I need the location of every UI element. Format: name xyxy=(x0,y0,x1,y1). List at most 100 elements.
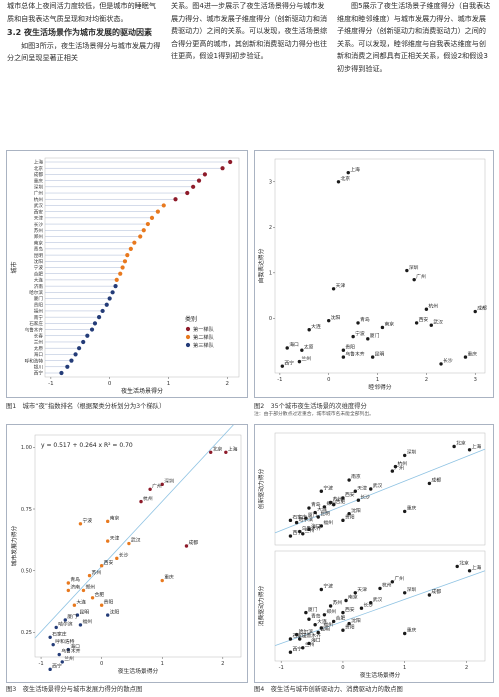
city-tick-label: 济南 xyxy=(34,283,44,290)
point-label: 苏州 xyxy=(333,599,343,606)
fit-line xyxy=(274,448,486,534)
x-tick-label: 0 xyxy=(100,661,103,667)
data-point xyxy=(81,339,86,345)
city-tick-label: 长沙 xyxy=(34,221,44,228)
data-point xyxy=(313,510,317,515)
plot-area xyxy=(274,432,486,546)
data-point xyxy=(161,203,166,208)
data-point xyxy=(149,215,155,220)
point-label: 天津 xyxy=(336,282,346,289)
figure-1-caption: 图1 城市“夜”指数排名（根据聚类分析划分为3个梯队） xyxy=(6,403,166,410)
y-tick-label: 1 xyxy=(269,271,272,277)
data-point xyxy=(107,296,112,301)
data-point xyxy=(297,359,302,364)
data-point xyxy=(65,364,70,369)
data-point xyxy=(414,321,419,325)
data-point xyxy=(322,613,327,617)
data-point xyxy=(185,190,190,196)
x-tick-label: 1 xyxy=(403,665,406,671)
data-point xyxy=(327,318,331,323)
data-point xyxy=(366,337,370,341)
point-label: 大连 xyxy=(317,506,327,513)
point-label: 青岛 xyxy=(311,501,321,508)
city-tick-label: 南京 xyxy=(34,239,44,246)
y-axis-label: 自我表达得分 xyxy=(257,248,265,283)
x-tick-label: 0 xyxy=(327,377,330,383)
point-label: 成都 xyxy=(188,539,198,546)
city-tick-label: 南宁 xyxy=(34,314,44,321)
data-point xyxy=(319,524,324,528)
figure-1-panel: 上海 北京 成都 重庆 深圳 广州 杭州 武汉 西安 天津 长沙 苏州 郑州 南京 青岛 昆明 沈阳 宁波 合肥 大连… xyxy=(6,150,248,398)
fit-line xyxy=(34,416,242,639)
point-label: 昆明 xyxy=(375,351,385,357)
point-label: 海口 xyxy=(70,643,80,650)
data-point xyxy=(319,489,324,493)
data-point xyxy=(288,650,293,654)
data-point xyxy=(85,333,90,338)
data-point xyxy=(106,539,110,543)
point-label: 贵阳 xyxy=(345,514,355,521)
data-point xyxy=(473,309,477,314)
legend-marker xyxy=(185,334,191,340)
legend-label: 第二梯队 xyxy=(193,333,215,341)
data-point xyxy=(202,172,208,177)
city-tick-label: 太原 xyxy=(34,345,44,352)
data-point xyxy=(72,603,77,607)
x-tick-label: 2 xyxy=(425,377,428,383)
data-point xyxy=(467,448,472,452)
y-axis-label: 创新驱动力得分 xyxy=(257,469,265,510)
point-label: 天津 xyxy=(357,586,367,593)
point-label: 宁波 xyxy=(323,583,333,590)
point-label: 杭州 xyxy=(397,460,407,467)
point-label: 重庆 xyxy=(407,627,417,634)
point-label: 北京 xyxy=(459,560,469,567)
data-point xyxy=(347,621,351,626)
city-tick-label: 海口 xyxy=(34,351,44,358)
point-label: 深圳 xyxy=(409,264,419,271)
data-point xyxy=(347,511,351,516)
point-label: 长沙 xyxy=(360,493,370,500)
x-axis-label: 夜生活场景得分 xyxy=(118,667,159,675)
data-point xyxy=(300,348,304,352)
x-tick-label: 1 xyxy=(161,661,164,667)
data-point xyxy=(141,228,146,233)
data-point xyxy=(224,450,228,454)
point-label: 西宁 xyxy=(292,645,302,652)
data-point xyxy=(138,234,143,239)
data-point xyxy=(316,515,320,519)
data-point xyxy=(403,631,407,636)
point-label: 厦门 xyxy=(308,606,318,613)
point-label: 乌鲁木齐 xyxy=(345,350,364,357)
data-point xyxy=(393,464,398,469)
x-tick-label: 2 xyxy=(465,665,468,671)
x-tick-label: 2 xyxy=(221,661,224,667)
city-tick-label: 西安 xyxy=(34,208,44,215)
point-label: 哈尔滨 xyxy=(299,628,314,635)
point-label: 合肥 xyxy=(95,591,105,598)
data-point xyxy=(60,660,64,664)
point-label: 西安 xyxy=(345,606,355,613)
data-point xyxy=(369,601,373,605)
point-label: 昆明 xyxy=(79,609,89,615)
text-column-1: 城市总体上夜间活力度较低，但是城市的睡眠气质和自我表达气质呈现和对均衡状态。 3… xyxy=(7,0,163,65)
plot-area xyxy=(34,434,242,658)
data-point xyxy=(405,268,409,273)
data-point xyxy=(78,522,83,526)
figure-3-panel: 上海 北京 深圳 广州 杭州 成都 南京 宁波 武汉 天津 长沙 西安 重庆 苏州 青岛 郑州 济南 合肥 贵阳 大连… xyxy=(6,416,248,683)
point-label: 长沙 xyxy=(119,552,129,559)
data-point xyxy=(96,315,102,320)
legend-label: 第一梯队 xyxy=(193,325,215,333)
point-label: 杭州 xyxy=(428,302,438,309)
point-label: 哈尔滨 xyxy=(58,621,73,628)
point-label: 武汉 xyxy=(373,482,383,489)
point-label: 乌鲁木齐 xyxy=(302,632,321,639)
data-point xyxy=(336,180,341,184)
point-label: 大连 xyxy=(76,598,86,605)
figure-2-caption: 图2 35个城市夜生活场景的次维度得分 xyxy=(254,403,367,410)
city-tick-label: 乌鲁木齐 xyxy=(25,326,44,333)
point-label: 长沙 xyxy=(363,601,373,608)
data-point xyxy=(92,321,98,326)
point-label: 西宁 xyxy=(52,663,62,670)
data-point xyxy=(341,348,346,352)
point-label: 昆明 xyxy=(320,511,330,517)
